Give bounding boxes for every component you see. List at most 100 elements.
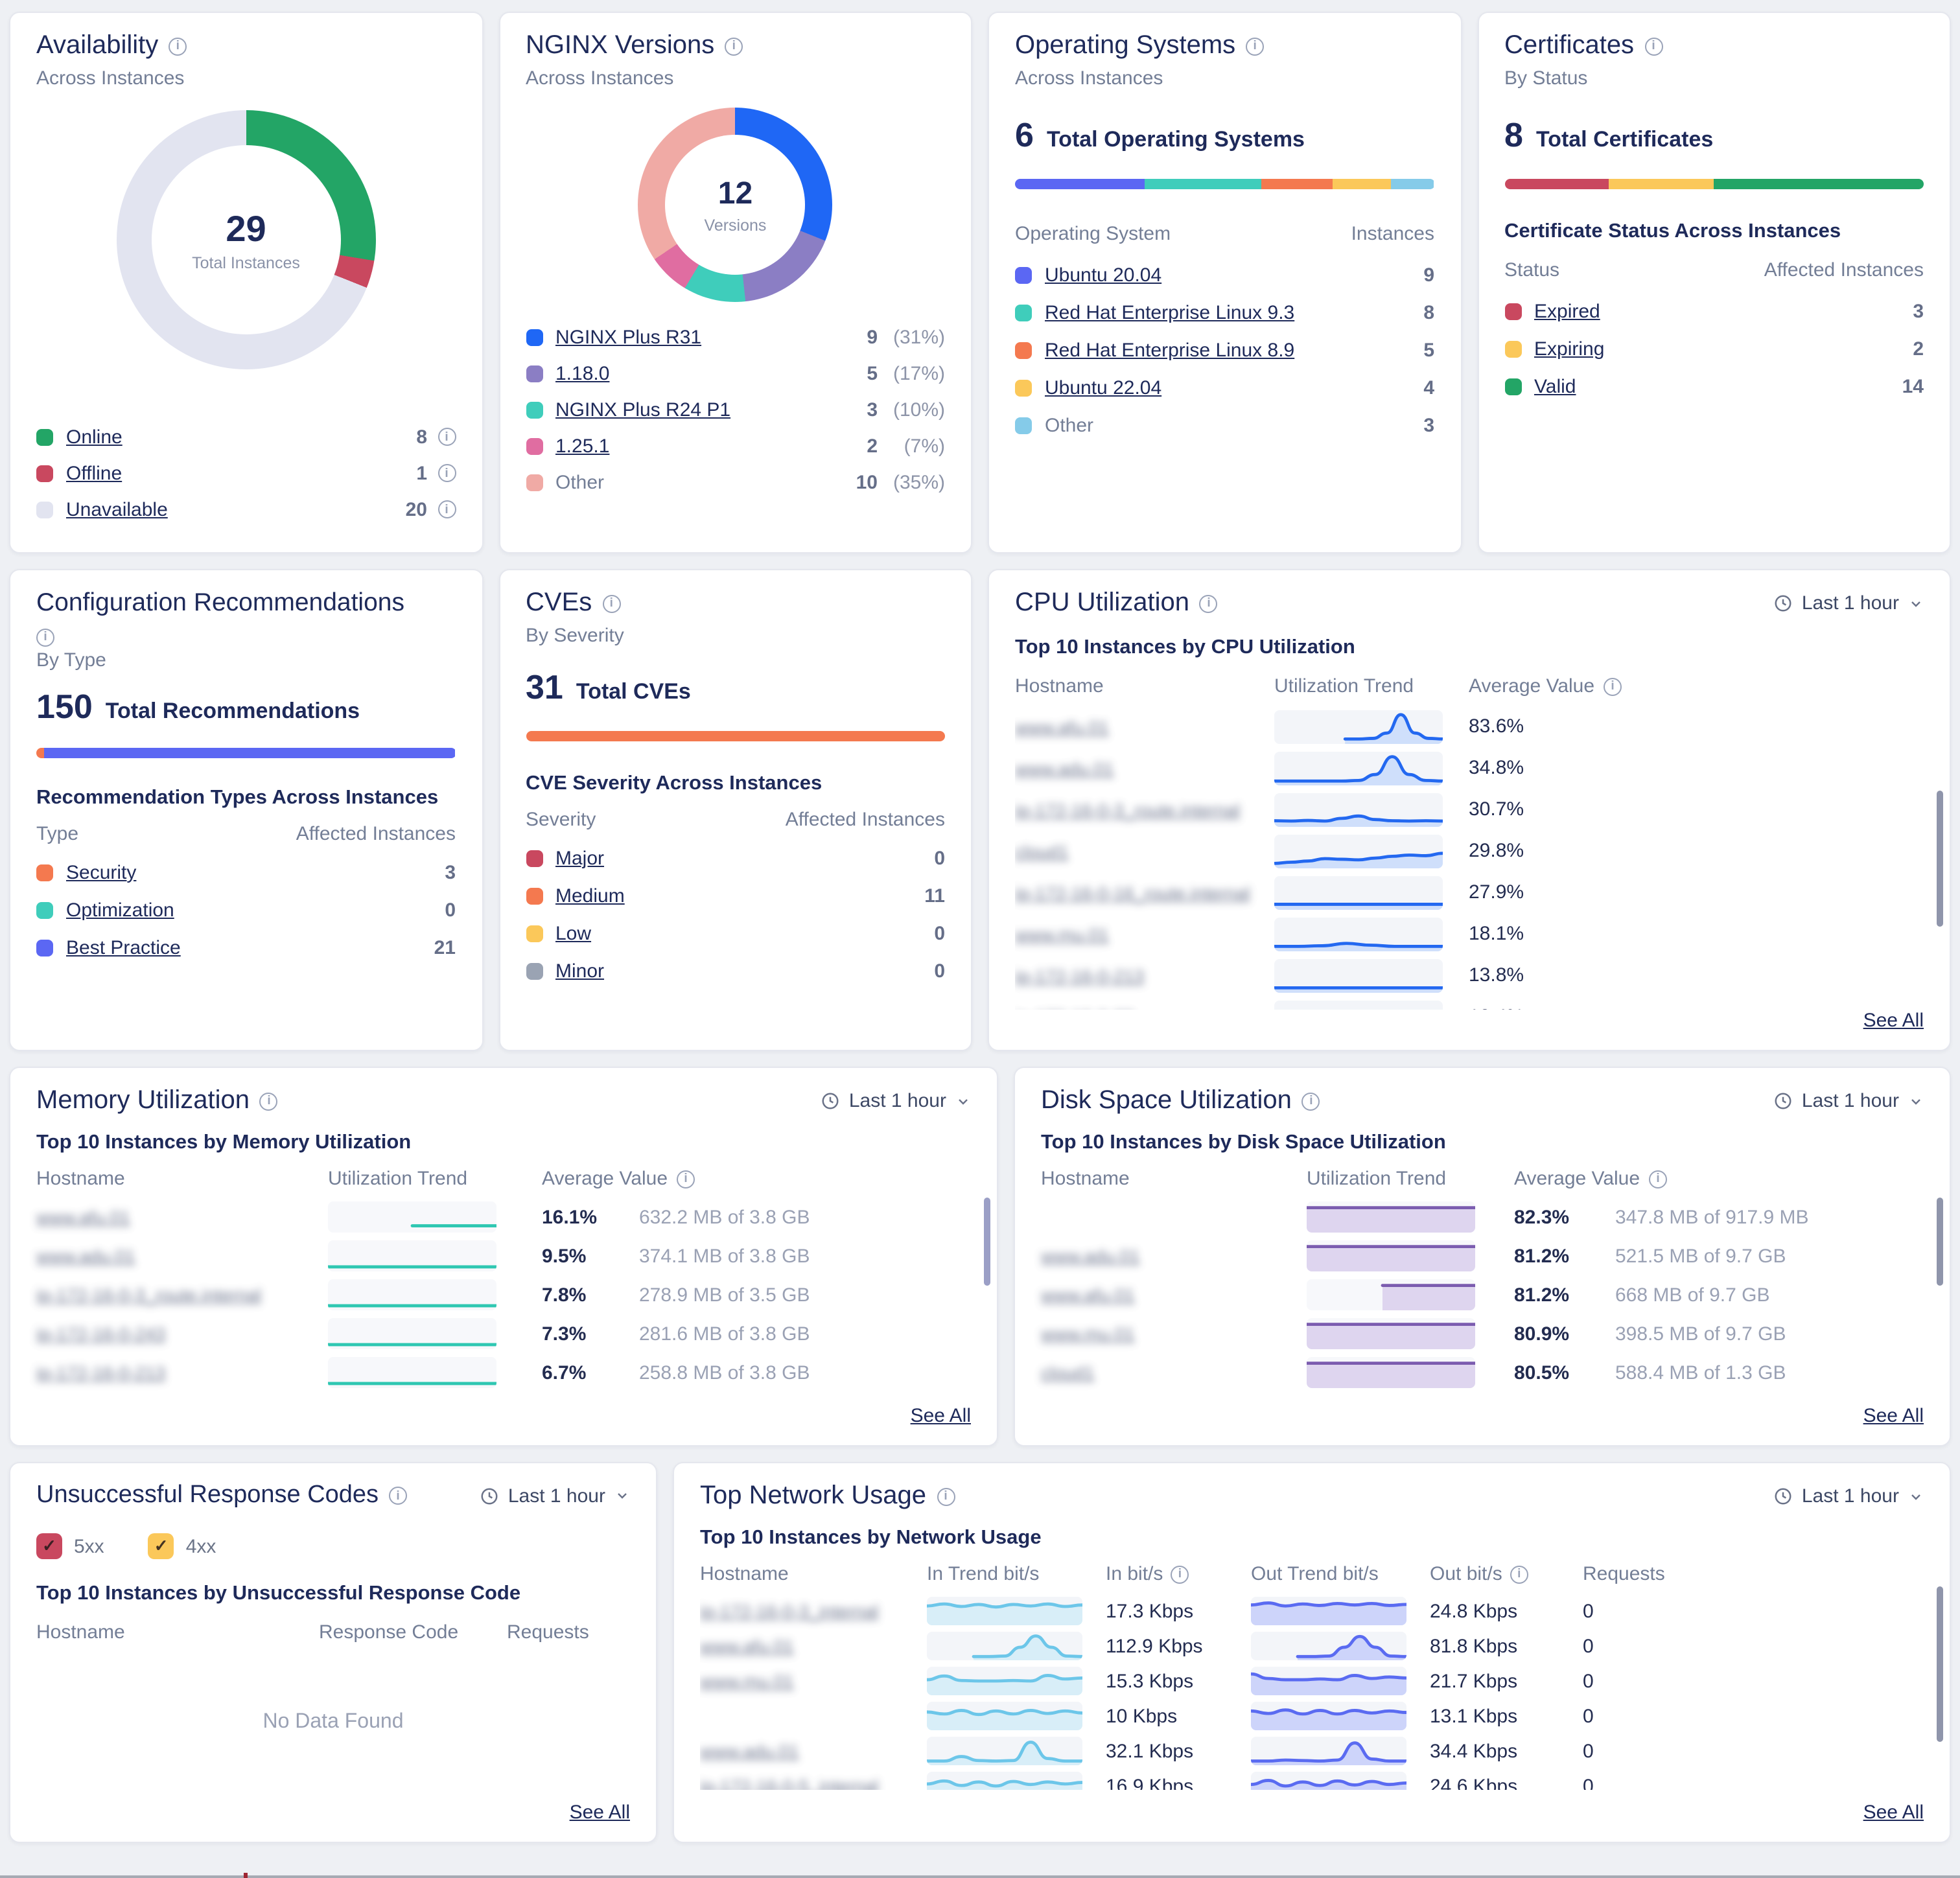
- info-icon[interactable]: [36, 628, 54, 646]
- info-icon[interactable]: [1199, 594, 1218, 612]
- cpu-time-range-dropdown[interactable]: Last 1 hour: [1773, 592, 1924, 614]
- memory-time-range-dropdown[interactable]: Last 1 hour: [821, 1090, 971, 1112]
- hostname-link[interactable]: ip-172-16-0-16_route.internal: [1015, 882, 1250, 903]
- bar-segment: [44, 748, 456, 758]
- hostname-link[interactable]: www.adu.01: [1015, 758, 1114, 778]
- hostname-link[interactable]: ip-172-16-0-3_route.internal: [36, 1284, 262, 1305]
- hostname-link[interactable]: ip-172-16-0-88: [1015, 1006, 1274, 1010]
- cpu-trend-sparkline: [1274, 793, 1443, 826]
- availability-legend-row: Offline 1: [36, 459, 456, 487]
- cve-severity-bar: [526, 731, 945, 741]
- cpu-scrollbar-thumb[interactable]: [1937, 791, 1943, 927]
- hostname-link[interactable]: www.afu.01: [36, 1207, 130, 1227]
- hostname-link[interactable]: www.adu.01: [36, 1246, 135, 1266]
- info-icon[interactable]: [1246, 37, 1265, 55]
- certificate-status-link[interactable]: Expired: [1534, 301, 1600, 323]
- os-link[interactable]: Ubuntu 20.04: [1045, 264, 1162, 286]
- disk-scrollbar-thumb[interactable]: [1937, 1198, 1943, 1286]
- cve-severity-link[interactable]: Low: [555, 923, 592, 945]
- info-icon[interactable]: [1301, 1092, 1320, 1110]
- hostname-link[interactable]: www.afu.01: [1041, 1284, 1135, 1305]
- certificate-status-link[interactable]: Expiring: [1534, 338, 1605, 360]
- os-link[interactable]: Ubuntu 22.04: [1045, 377, 1162, 399]
- hostname-link[interactable]: www.afu.01: [1015, 716, 1109, 737]
- cpu-trend-sparkline: [1274, 710, 1443, 743]
- nginx-version-link[interactable]: 1.18.0: [555, 362, 610, 384]
- recommendation-type-link[interactable]: Best Practice: [66, 937, 181, 959]
- memory-see-all-link[interactable]: See All: [910, 1405, 971, 1427]
- info-icon[interactable]: [169, 37, 187, 55]
- hostname-link[interactable]: www.mu.01: [700, 1671, 794, 1691]
- disk-see-all-link[interactable]: See All: [1863, 1405, 1924, 1427]
- hostname-link[interactable]: ip-172-16-0-5_internal: [700, 1776, 879, 1790]
- info-icon[interactable]: [389, 1487, 408, 1505]
- cves-section-title: CVE Severity Across Instances: [526, 772, 822, 794]
- info-icon[interactable]: [602, 594, 621, 612]
- hostname-link[interactable]: ip-172-16-0-3_route.internal: [1015, 799, 1241, 820]
- availability-status-link[interactable]: Unavailable: [66, 498, 168, 520]
- nginx-version-link[interactable]: Other: [555, 471, 605, 493]
- availability-legend: Online 8 Offline 1: [36, 423, 456, 531]
- hostname-link[interactable]: www.adu.01: [700, 1741, 799, 1761]
- availability-status-link[interactable]: Online: [66, 426, 122, 448]
- recommendation-types-list: Security 3 Optimization 0 Best Practice …: [36, 858, 456, 971]
- availability-status-link[interactable]: Offline: [66, 462, 122, 484]
- filter-checkbox[interactable]: [36, 1533, 62, 1559]
- network-in-value: 15.3 Kbps: [1106, 1670, 1194, 1692]
- info-icon[interactable]: [1171, 1565, 1189, 1583]
- hostname-link[interactable]: ip-172-16-0-3_internal: [700, 1601, 879, 1621]
- certificate-status-link[interactable]: Valid: [1534, 376, 1576, 398]
- info-icon[interactable]: [1510, 1565, 1528, 1583]
- hostname-link[interactable]: www.mu.01: [1041, 1323, 1135, 1344]
- hostname-link[interactable]: ip-172-16-0-243: [36, 1323, 166, 1344]
- memory-scrollbar-thumb[interactable]: [984, 1198, 990, 1286]
- hostname-link[interactable]: www.adu.01: [1041, 1246, 1140, 1266]
- recommendation-type-link[interactable]: Security: [66, 862, 137, 884]
- os-link[interactable]: Red Hat Enterprise Linux 8.9: [1045, 340, 1295, 362]
- nginx-version-link[interactable]: 1.25.1: [555, 435, 610, 457]
- filter-label: 5xx: [74, 1535, 104, 1557]
- info-icon[interactable]: [1604, 677, 1622, 695]
- network-time-range-dropdown[interactable]: Last 1 hour: [1773, 1485, 1924, 1507]
- hostname-link[interactable]: www.afu.01: [700, 1636, 794, 1656]
- recommendation-type-link[interactable]: Optimization: [66, 899, 174, 922]
- cve-severity-link[interactable]: Major: [555, 848, 605, 870]
- legend-swatch: [1504, 303, 1521, 320]
- response-codes-time-range-dropdown[interactable]: Last 1 hour: [480, 1485, 630, 1507]
- filter-checkbox[interactable]: [148, 1533, 174, 1559]
- network-see-all-link[interactable]: See All: [1863, 1802, 1924, 1824]
- hostname-link[interactable]: cloud1: [1041, 1362, 1095, 1383]
- os-link[interactable]: Other: [1045, 415, 1094, 437]
- nginx-version-link[interactable]: NGINX Plus R31: [555, 326, 702, 348]
- requests-col-header: Requests: [507, 1621, 589, 1643]
- hostname-link[interactable]: cloud1: [1015, 840, 1069, 861]
- info-icon[interactable]: [1649, 1170, 1668, 1188]
- nginx-version-legend-row: NGINX Plus R31 9 (31%): [526, 323, 945, 351]
- response-codes-see-all-link[interactable]: See All: [569, 1802, 630, 1824]
- network-in-trend-sparkline: [927, 1667, 1082, 1695]
- cve-severity-link[interactable]: Medium: [555, 885, 625, 907]
- info-icon[interactable]: [725, 37, 743, 55]
- memory-trend-sparkline: [328, 1240, 496, 1271]
- certificate-status-list: Expired 3 Expiring 2 Valid 14: [1504, 297, 1924, 410]
- version-count: 2: [867, 435, 878, 457]
- info-icon[interactable]: [677, 1170, 695, 1188]
- info-icon[interactable]: [438, 500, 456, 518]
- hostname-link[interactable]: www.mu.01: [1015, 923, 1109, 944]
- network-scrollbar-thumb[interactable]: [1937, 1586, 1943, 1742]
- availability-status-count: 8: [416, 426, 427, 448]
- info-icon[interactable]: [438, 428, 456, 446]
- cve-severity-link[interactable]: Minor: [555, 960, 605, 982]
- os-row: Ubuntu 22.04 4: [1015, 373, 1434, 403]
- info-icon[interactable]: [1644, 37, 1663, 55]
- info-icon[interactable]: [937, 1487, 955, 1505]
- cve-severity-row: Major 0: [526, 844, 945, 874]
- info-icon[interactable]: [438, 464, 456, 482]
- os-link[interactable]: Red Hat Enterprise Linux 9.3: [1045, 302, 1295, 324]
- info-icon[interactable]: [259, 1092, 278, 1110]
- cpu-see-all-link[interactable]: See All: [1863, 1010, 1924, 1032]
- hostname-link[interactable]: ip-172-16-0-213: [36, 1362, 166, 1383]
- nginx-version-link[interactable]: NGINX Plus R24 P1: [555, 399, 731, 421]
- disk-time-range-dropdown[interactable]: Last 1 hour: [1773, 1090, 1924, 1112]
- hostname-link[interactable]: ip-172-16-0-213: [1015, 965, 1145, 986]
